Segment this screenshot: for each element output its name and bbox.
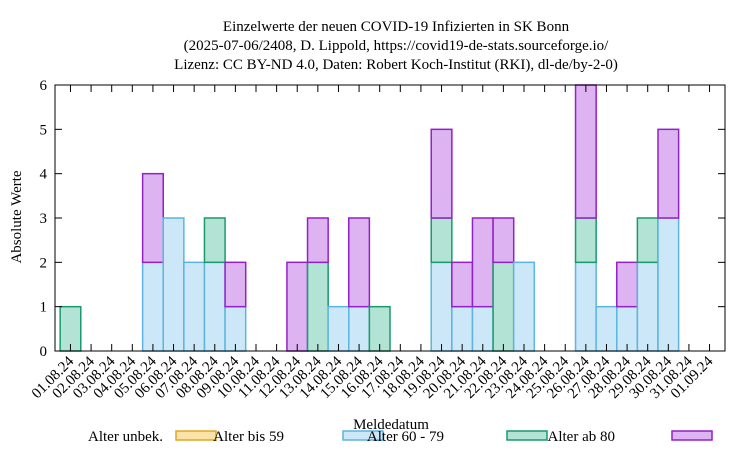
bar-21.08.24-series-3 (471, 217, 494, 308)
y-axis-label: Absolute Werte (9, 170, 25, 263)
bar-13.08.24-series-2 (306, 261, 329, 352)
y-tick-label: 0 (40, 344, 48, 360)
bar-19.08.24-series-1 (430, 261, 453, 352)
y-tick-label: 3 (40, 211, 48, 227)
bar-20.08.24-series-3 (451, 261, 474, 308)
legend-label-3: Alter ab 80 (548, 429, 615, 445)
bar-22.08.24-series-2 (492, 261, 515, 352)
bar-13.08.24-series-3 (306, 217, 329, 264)
bar-06.08.24-series-1 (162, 217, 185, 352)
bar-08.08.24-series-1 (203, 261, 226, 352)
axes-layer: 012345601.08.2402.08.2403.08.2404.08.240… (29, 78, 726, 402)
legend-swatch-3 (671, 430, 713, 441)
bar-28.08.24-series-3 (616, 261, 639, 308)
bar-30.08.24-series-3 (657, 128, 680, 219)
legend-swatch-1 (342, 430, 384, 441)
chart-title-line-1: Einzelwerte der neuen COVID-19 Infiziert… (223, 19, 570, 35)
bar-12.08.24-series-3 (286, 261, 309, 352)
y-tick-label: 2 (40, 255, 48, 271)
bar-15.08.24-series-3 (348, 217, 371, 308)
bar-22.08.24-series-3 (492, 217, 515, 264)
bar-07.08.24-series-1 (183, 261, 206, 352)
legend-label-1: Alter bis 59 (213, 429, 284, 445)
x-axis-label: Meldedatum (353, 417, 429, 433)
chart-title-line-3: Lizenz: CC BY-ND 4.0, Daten: Robert Koch… (174, 57, 618, 73)
bar-09.08.24-series-3 (224, 261, 247, 308)
chart-title: Einzelwerte der neuen COVID-19 Infiziert… (174, 19, 618, 73)
y-tick-label: 5 (40, 122, 48, 138)
legend-label-2: Alter 60 - 79 (367, 429, 444, 445)
bar-26.08.24-series-1 (574, 261, 597, 352)
bar-05.08.24-series-1 (141, 261, 164, 352)
bar-26.08.24-series-2 (574, 217, 597, 264)
bars-layer (59, 84, 680, 352)
legend: Alter unbek. Alter bis 59 Alter 60 - 79 Alt… (88, 429, 713, 445)
bar-05.08.24-series-3 (141, 172, 164, 264)
y-tick-label: 6 (40, 78, 48, 94)
legend-swatch-0 (175, 430, 217, 441)
bar-26.08.24-series-3 (574, 84, 597, 219)
bar-19.08.24-series-3 (430, 128, 453, 219)
bar-19.08.24-series-2 (430, 217, 453, 264)
bar-08.08.24-series-2 (203, 217, 226, 264)
y-tick-label: 4 (40, 167, 48, 183)
legend-swatch-2 (506, 430, 548, 441)
bar-29.08.24-series-1 (636, 261, 659, 352)
chart-title-line-2: (2025-07-06/2408, D. Lippold, https://co… (184, 38, 609, 54)
bar-23.08.24-series-1 (512, 261, 536, 352)
legend-label-0: Alter unbek. (88, 429, 163, 445)
bar-29.08.24-series-2 (636, 217, 659, 264)
y-tick-label: 1 (40, 300, 48, 316)
bar-30.08.24-series-1 (657, 217, 680, 352)
